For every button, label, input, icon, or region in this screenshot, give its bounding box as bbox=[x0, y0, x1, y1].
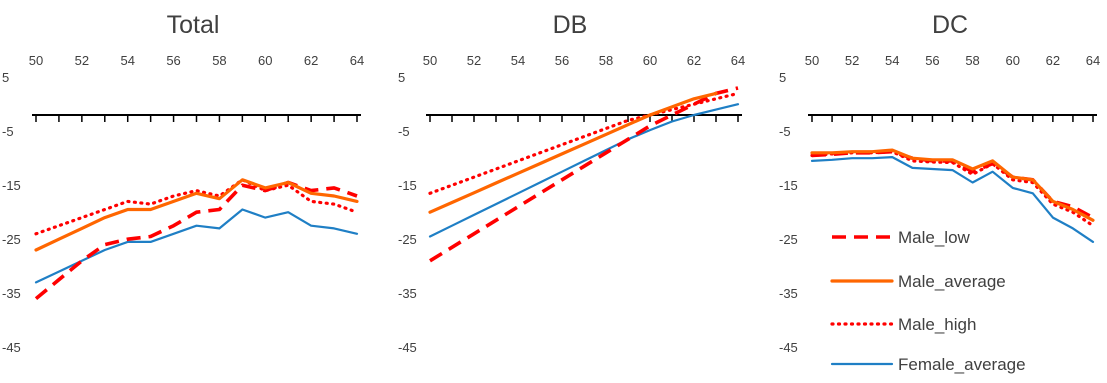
x-tick-label-db-50: 50 bbox=[423, 53, 437, 68]
y-tick-label-dc-neg45: -45 bbox=[779, 340, 798, 355]
legend-label-male-average: Male_average bbox=[898, 272, 1006, 291]
legend-label-female-average: Female_average bbox=[898, 355, 1026, 374]
x-tick-label-total-54: 54 bbox=[120, 53, 134, 68]
x-tick-label-dc-58: 58 bbox=[965, 53, 979, 68]
y-tick-label-dc-5: 5 bbox=[779, 70, 786, 85]
series-line-total-male-average bbox=[34, 178, 359, 252]
y-tick-label-db-neg35: -35 bbox=[398, 286, 417, 301]
series-line-total-male-high bbox=[34, 178, 359, 236]
y-tick-label-total-neg15: -15 bbox=[2, 178, 21, 193]
x-tick-label-total-56: 56 bbox=[166, 53, 180, 68]
series-line-db-female-average bbox=[428, 103, 740, 238]
y-tick-label-total-neg45: -45 bbox=[2, 340, 21, 355]
x-tick-label-total-60: 60 bbox=[258, 53, 272, 68]
y-tick-label-db-neg5: -5 bbox=[398, 124, 410, 139]
x-tick-label-db-58: 58 bbox=[599, 53, 613, 68]
y-tick-label-total-5: 5 bbox=[2, 70, 9, 85]
x-tick-label-db-54: 54 bbox=[511, 53, 525, 68]
x-tick-label-total-64: 64 bbox=[350, 53, 364, 68]
legend-label-male-low: Male_low bbox=[898, 228, 971, 247]
y-tick-label-total-neg5: -5 bbox=[2, 124, 14, 139]
x-tick-label-dc-54: 54 bbox=[885, 53, 899, 68]
x-tick-label-total-52: 52 bbox=[75, 53, 89, 68]
series-line-db-male-average bbox=[428, 91, 718, 214]
chart-title-dc: DC bbox=[932, 11, 968, 39]
panel-total: Total 50 52 54 56 58 60 62 64 5 -5 -15 -25 -35 -45 bbox=[2, 11, 364, 355]
x-tick-label-total-62: 62 bbox=[304, 53, 318, 68]
x-tick-label-dc-64: 64 bbox=[1086, 53, 1100, 68]
x-tick-label-db-60: 60 bbox=[643, 53, 657, 68]
y-tick-label-dc-neg35: -35 bbox=[779, 286, 798, 301]
x-tick-label-db-56: 56 bbox=[555, 53, 569, 68]
x-tick-label-db-62: 62 bbox=[687, 53, 701, 68]
x-tick-label-total-58: 58 bbox=[212, 53, 226, 68]
series-line-dc-male-average bbox=[810, 148, 1095, 222]
x-tick-label-dc-60: 60 bbox=[1005, 53, 1019, 68]
series-line-dc-female-average bbox=[810, 156, 1095, 243]
x-tick-label-db-52: 52 bbox=[467, 53, 481, 68]
series-line-total-female-average bbox=[34, 208, 359, 284]
chart-title-total: Total bbox=[167, 11, 220, 39]
x-tick-label-dc-62: 62 bbox=[1046, 53, 1060, 68]
x-tick-label-dc-50: 50 bbox=[805, 53, 819, 68]
y-tick-label-db-neg15: -15 bbox=[398, 178, 417, 193]
x-tick-label-db-64: 64 bbox=[731, 53, 745, 68]
y-tick-label-total-neg35: -35 bbox=[2, 286, 21, 301]
panel-dc: DC 50 52 54 56 58 60 62 64 5 -5 -15 -25 -35 -45 bbox=[779, 11, 1100, 355]
legend: Male_low Male_average Male_high Female_aver… bbox=[830, 228, 1026, 374]
y-tick-label-db-neg45: -45 bbox=[398, 340, 417, 355]
series-line-db-male-low bbox=[429, 86, 739, 263]
y-tick-label-dc-neg25: -25 bbox=[779, 232, 798, 247]
panel-db: DB 50 52 54 56 58 60 62 64 5 -5 -15 -25 -35 -45 bbox=[398, 11, 745, 355]
x-tick-label-dc-56: 56 bbox=[925, 53, 939, 68]
series-line-total-male-low bbox=[34, 180, 358, 300]
series-line-db-male-high bbox=[428, 91, 740, 195]
y-tick-label-dc-neg5: -5 bbox=[779, 124, 791, 139]
chart-title-db: DB bbox=[553, 11, 588, 39]
y-tick-label-db-neg25: -25 bbox=[398, 232, 417, 247]
x-tick-label-total-50: 50 bbox=[29, 53, 43, 68]
legend-label-male-high: Male_high bbox=[898, 315, 976, 334]
x-tick-label-dc-52: 52 bbox=[845, 53, 859, 68]
y-tick-label-total-neg25: -25 bbox=[2, 232, 21, 247]
y-tick-label-db-5: 5 bbox=[398, 70, 405, 85]
y-tick-label-dc-neg15: -15 bbox=[779, 178, 798, 193]
